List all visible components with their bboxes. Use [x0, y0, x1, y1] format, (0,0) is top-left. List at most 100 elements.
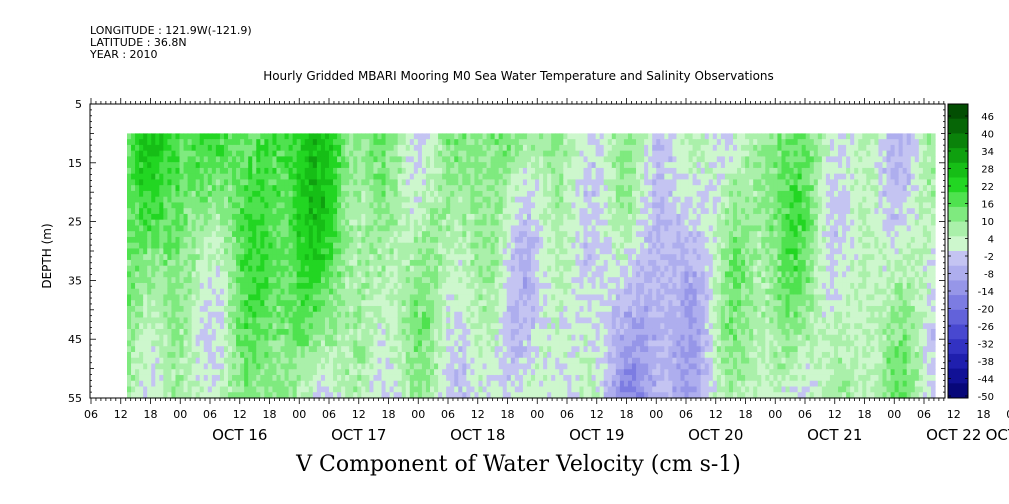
heatmap-cell	[349, 392, 354, 399]
heatmap-cell	[159, 271, 164, 278]
heatmap-cell	[478, 202, 484, 209]
heatmap-cell	[232, 317, 237, 324]
heatmap-cell	[357, 190, 362, 198]
heatmap-cell	[236, 328, 241, 336]
heatmap-cell	[151, 323, 156, 330]
heatmap-cell	[494, 277, 500, 284]
heatmap-cell	[438, 357, 443, 365]
heatmap-cell	[260, 271, 265, 278]
heatmap-cell	[211, 271, 217, 278]
heatmap-cell	[518, 150, 524, 158]
heatmap-cell	[139, 346, 144, 353]
heatmap-cell	[349, 242, 354, 250]
heatmap-cell	[228, 346, 233, 353]
heatmap-cell	[187, 167, 193, 175]
heatmap-cell	[478, 305, 484, 313]
heatmap-cell	[510, 173, 516, 181]
heatmap-cell	[486, 351, 492, 359]
heatmap-cell	[478, 363, 484, 370]
heatmap-cell	[498, 357, 504, 365]
heatmap-cell	[159, 173, 164, 181]
heatmap-cell	[563, 162, 568, 169]
heatmap-cell	[450, 357, 455, 365]
heatmap-cell	[397, 190, 403, 198]
heatmap-cell	[357, 288, 362, 296]
heatmap-cell	[312, 139, 318, 146]
heatmap-cell	[401, 311, 407, 319]
heatmap-cell	[430, 254, 435, 261]
heatmap-cell	[385, 162, 391, 169]
heatmap-cell	[228, 259, 233, 267]
heatmap-cell	[308, 254, 314, 261]
heatmap-cell	[292, 294, 298, 301]
heatmap-cell	[434, 334, 439, 342]
heatmap-cell	[547, 202, 552, 209]
heatmap-cell	[373, 317, 379, 324]
heatmap-cell	[385, 167, 391, 175]
heatmap-cell	[425, 351, 431, 359]
heatmap-cell	[167, 225, 173, 232]
heatmap-cell	[256, 179, 261, 186]
heatmap-cell	[361, 225, 366, 232]
heatmap-cell	[300, 363, 306, 370]
heatmap-cell	[482, 271, 488, 278]
heatmap-cell	[256, 392, 261, 399]
heatmap-cell	[373, 300, 379, 307]
heatmap-cell	[280, 208, 286, 215]
heatmap-cell	[421, 179, 427, 186]
heatmap-cell	[474, 300, 480, 307]
heatmap-cell	[514, 225, 520, 232]
heatmap-cell	[203, 311, 209, 319]
heatmap-cell	[425, 340, 431, 347]
heatmap-cell	[308, 156, 314, 163]
heatmap-cell	[131, 167, 136, 175]
heatmap-cell	[425, 311, 431, 319]
heatmap-cell	[268, 208, 274, 215]
heatmap-cell	[280, 179, 286, 186]
heatmap-cell	[195, 213, 201, 221]
heatmap-cell	[183, 392, 189, 399]
heatmap-cell	[223, 219, 229, 227]
heatmap-cell	[385, 179, 391, 186]
heatmap-cell	[514, 144, 520, 152]
heatmap-cell	[466, 196, 471, 204]
heatmap-cell	[442, 392, 447, 399]
heatmap-cell	[244, 167, 249, 175]
heatmap-cell	[450, 133, 455, 140]
heatmap-cell	[531, 317, 536, 324]
heatmap-cell	[413, 139, 419, 146]
heatmap-cell	[377, 208, 383, 215]
heatmap-cell	[223, 208, 229, 215]
heatmap-cell	[223, 346, 229, 353]
heatmap-cell	[151, 219, 156, 227]
heatmap-cell	[535, 277, 540, 284]
heatmap-cell	[316, 225, 322, 232]
heatmap-cell	[345, 202, 350, 209]
heatmap-cell	[183, 317, 189, 324]
heatmap-cell	[458, 190, 463, 198]
heatmap-cell	[539, 323, 544, 330]
heatmap-cell	[522, 231, 528, 238]
heatmap-cell	[280, 225, 286, 232]
heatmap-cell	[413, 369, 419, 376]
heatmap-cell	[329, 323, 334, 330]
heatmap-cell	[474, 265, 480, 273]
heatmap-cell	[324, 300, 330, 307]
heatmap-cell	[268, 294, 274, 301]
heatmap-cell	[223, 196, 229, 204]
heatmap-cell	[417, 271, 423, 278]
heatmap-cell	[272, 248, 278, 255]
heatmap-cell	[345, 300, 350, 307]
heatmap-cell	[458, 208, 463, 215]
heatmap-cell	[341, 265, 346, 273]
heatmap-cell	[438, 213, 443, 221]
heatmap-cell	[337, 144, 342, 152]
heatmap-cell	[232, 386, 237, 393]
heatmap-cell	[292, 311, 298, 319]
heatmap-cell	[296, 380, 302, 388]
heatmap-cell	[127, 133, 132, 140]
heatmap-cell	[405, 167, 411, 175]
heatmap-cell	[244, 380, 249, 388]
heatmap-cell	[147, 346, 152, 353]
heatmap-cell	[417, 259, 423, 267]
